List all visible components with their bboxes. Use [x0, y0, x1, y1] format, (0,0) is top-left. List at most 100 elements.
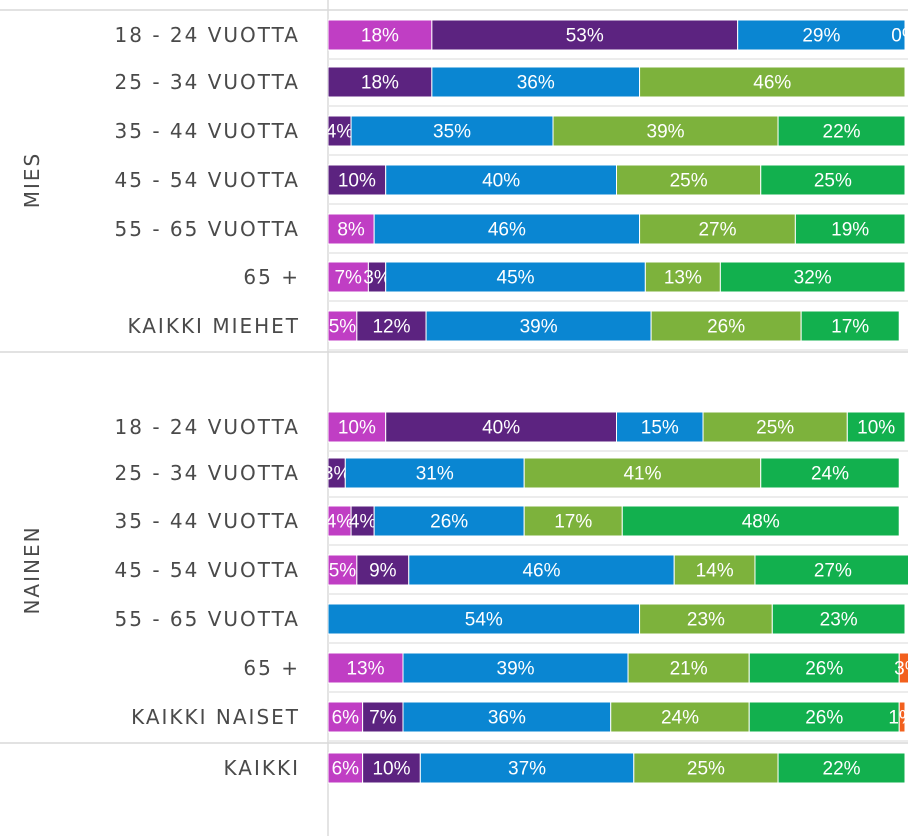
value-label: 4%: [326, 122, 354, 143]
value-label: 26%: [805, 659, 843, 680]
value-label: 35%: [433, 122, 471, 143]
bar-segment: [408, 554, 675, 586]
group-label: MIES: [20, 152, 44, 209]
value-label: 23%: [687, 610, 725, 631]
y-tick-label: 25 - 34 VUOTTA: [115, 461, 300, 485]
bar-segment: [639, 603, 773, 635]
value-label: 39%: [497, 659, 535, 680]
bar-segment: [431, 66, 641, 98]
value-label: 31%: [416, 464, 454, 485]
value-label: 17%: [831, 317, 869, 338]
value-label: 4%: [326, 512, 354, 533]
value-label: 40%: [482, 171, 520, 192]
value-label: 26%: [805, 708, 843, 729]
bar-segment: [385, 164, 618, 196]
y-tick-label: 55 - 65 VUOTTA: [115, 217, 300, 241]
value-label: 24%: [661, 708, 699, 729]
value-label: 10%: [338, 171, 376, 192]
value-label: 25%: [687, 759, 725, 780]
value-label: 36%: [517, 73, 555, 94]
y-tick-label: 65 +: [243, 656, 300, 680]
value-label: 13%: [346, 659, 384, 680]
bar-segment: [328, 701, 364, 733]
value-label: 39%: [647, 122, 685, 143]
bar-segment: [650, 310, 802, 342]
bar-segment: [425, 310, 652, 342]
bar-segment: [419, 752, 635, 784]
value-label: 18%: [361, 26, 399, 47]
bar-segment: [328, 164, 387, 196]
bar-segment: [621, 505, 900, 537]
bar-segment: [777, 752, 906, 784]
y-tick-label: 65 +: [243, 265, 300, 289]
value-label: 19%: [831, 220, 869, 241]
value-label: 25%: [814, 171, 852, 192]
value-label: 23%: [820, 610, 858, 631]
y-tick-label: KAIKKI NAISET: [131, 705, 300, 729]
bar-segment: [385, 261, 646, 293]
bar-segment: [616, 164, 762, 196]
group-label: NAINEN: [20, 525, 44, 614]
bar-segment: [373, 505, 525, 537]
bar-segment: [760, 457, 900, 489]
bar-segment: [771, 603, 906, 635]
bar-segment: [344, 457, 525, 489]
value-label: 10%: [857, 418, 895, 439]
bar-segment: [385, 411, 618, 443]
value-label: 8%: [337, 220, 365, 241]
bar-segment: [373, 213, 641, 245]
value-label: 25%: [756, 418, 794, 439]
bar-segment: [673, 554, 756, 586]
value-label: 13%: [664, 268, 702, 289]
value-label: 39%: [520, 317, 558, 338]
value-label: 10%: [372, 759, 410, 780]
value-label: 46%: [753, 73, 791, 94]
value-label: 22%: [823, 122, 861, 143]
y-tick-label: 18 - 24 VUOTTA: [115, 415, 300, 439]
bar-segment: [748, 652, 900, 684]
value-label: 6%: [332, 759, 360, 780]
bar-segment: [719, 261, 906, 293]
value-label: 15%: [641, 418, 679, 439]
value-label: 5%: [329, 317, 357, 338]
value-label: 41%: [623, 464, 661, 485]
value-label: 21%: [670, 659, 708, 680]
value-label: 24%: [811, 464, 849, 485]
value-label: 32%: [794, 268, 832, 289]
value-label: 46%: [522, 561, 560, 582]
value-label: 40%: [482, 418, 520, 439]
value-label: 14%: [696, 561, 734, 582]
bar-segment: [846, 411, 906, 443]
value-label: 4%: [349, 512, 377, 533]
value-label: 46%: [488, 220, 526, 241]
value-label: 53%: [566, 26, 604, 47]
value-label: 26%: [707, 317, 745, 338]
value-label: 22%: [823, 759, 861, 780]
value-label: 3%: [363, 268, 391, 289]
y-tick-label: 18 - 24 VUOTTA: [115, 23, 300, 47]
y-tick-label: 45 - 54 VUOTTA: [115, 558, 300, 582]
bar-segment: [356, 310, 427, 342]
value-label: 9%: [369, 561, 397, 582]
value-label: 27%: [814, 561, 852, 582]
bar-segment: [777, 115, 906, 147]
value-label: 3%: [894, 659, 908, 680]
value-label: 29%: [802, 26, 840, 47]
bar-segment: [552, 115, 779, 147]
y-tick-label: KAIKKI: [224, 756, 300, 780]
bar-segment: [328, 66, 433, 98]
bar-segment: [402, 701, 612, 733]
value-label: 0%: [891, 26, 908, 47]
bar-segment: [702, 411, 848, 443]
bar-segment: [627, 652, 750, 684]
bar-segment: [898, 701, 906, 733]
value-label: 17%: [554, 512, 592, 533]
y-tick-label: 25 - 34 VUOTTA: [115, 70, 300, 94]
value-label: 25%: [670, 171, 708, 192]
value-label: 48%: [742, 512, 780, 533]
value-label: 6%: [332, 708, 360, 729]
bar-segment: [800, 310, 900, 342]
bar-segment: [754, 554, 908, 586]
value-label: 7%: [369, 708, 397, 729]
